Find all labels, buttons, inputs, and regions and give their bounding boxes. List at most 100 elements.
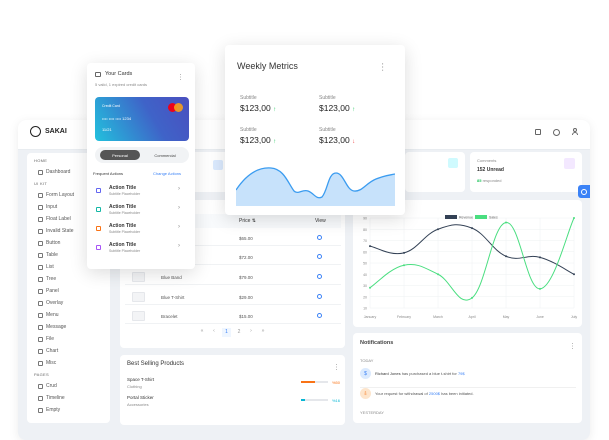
sidebar-item-panel[interactable]: Panel (38, 288, 59, 294)
divider (360, 387, 576, 388)
sidebar-item-table[interactable]: Table (38, 252, 58, 258)
price-header[interactable]: Price ⇅ (239, 218, 256, 224)
your-cards-card: Your Cards … 5 valid, 1 expired credit c… (87, 63, 195, 269)
data-point-revenue[interactable] (573, 273, 575, 276)
chevron-right-icon: › (178, 186, 180, 192)
today-label: TODAY (360, 358, 374, 363)
next-page-button[interactable]: › (250, 328, 252, 334)
y-tick-label: 40 (363, 273, 367, 277)
action-item[interactable]: Action Title Subtitle Placeholder › (87, 184, 195, 200)
data-point-revenue[interactable] (437, 228, 439, 231)
data-point-revenue[interactable] (505, 255, 507, 258)
more-menu-icon[interactable]: … (379, 62, 390, 71)
data-point-sales[interactable] (539, 287, 541, 290)
x-tick-label: January (364, 315, 377, 319)
data-point-sales[interactable] (573, 217, 575, 219)
page-1-button[interactable]: 1 (222, 328, 231, 337)
sidebar-item-form-layout[interactable]: Form Layout (38, 192, 74, 198)
notification-message: Your request for withdrawal of (375, 391, 429, 396)
product-category: Clothing (127, 384, 142, 389)
data-point-revenue[interactable] (403, 251, 405, 254)
sidebar-item-misc[interactable]: Misc (38, 360, 56, 366)
sidebar-item-list[interactable]: List (38, 264, 54, 270)
page-2-button[interactable]: 2 (237, 329, 241, 335)
tab-personal[interactable]: Personal (100, 150, 140, 160)
table-row: Blue T-Shirt $29.00 (120, 292, 345, 303)
data-point-revenue[interactable] (369, 245, 371, 248)
search-icon[interactable] (317, 294, 322, 299)
data-point-revenue[interactable] (539, 256, 541, 259)
more-menu-icon[interactable]: … (334, 363, 343, 370)
search-icon[interactable] (317, 313, 322, 318)
sidebar-item-button[interactable]: Button (38, 240, 60, 246)
search-icon[interactable] (317, 235, 322, 240)
x-tick-label: May (503, 315, 510, 319)
action-item[interactable]: Action Title Subtitle Placeholder › (87, 222, 195, 238)
logo-text: SAKAI (45, 128, 67, 135)
legend-label[interactable]: Revenue (459, 216, 473, 220)
more-menu-icon[interactable]: … (178, 73, 187, 80)
x-tick-label: March (433, 315, 443, 319)
data-point-revenue[interactable] (471, 227, 473, 230)
sidebar-item-overlay[interactable]: Overlay (38, 300, 63, 306)
sidebar-item-label: Misc (46, 360, 57, 366)
dollar-icon: $ (360, 368, 371, 379)
sidebar-item-crud[interactable]: Crud (38, 383, 57, 389)
tab-commercial[interactable]: Commercial (154, 152, 176, 158)
sidebar-item-invalid-state[interactable]: Invalid State (38, 228, 74, 234)
timeline-icon (38, 395, 43, 401)
search-icon[interactable] (317, 274, 322, 279)
form-layout-icon (38, 192, 43, 198)
logo: SAKAI (30, 126, 67, 137)
sidebar-item-empty[interactable]: Empty (38, 407, 60, 413)
change-actions-link[interactable]: Change Actions (153, 171, 182, 176)
data-point-sales[interactable] (471, 296, 473, 299)
responded-count: 85 (477, 178, 482, 183)
action-item[interactable]: Action Title Subtitle Placeholder › (87, 203, 195, 219)
search-icon[interactable] (317, 254, 322, 259)
sidebar-item-label: Float Label (46, 216, 71, 222)
user-icon[interactable] (572, 128, 578, 136)
notification-amount[interactable]: 79$ (457, 371, 465, 376)
sidebar-item-label: Overlay (46, 300, 64, 306)
y-tick-label: 30 (363, 284, 367, 288)
sidebar-item-tree[interactable]: Tree (38, 276, 56, 282)
notification-amount[interactable]: 2500$ (428, 391, 441, 396)
data-point-sales[interactable] (403, 264, 405, 267)
config-button[interactable] (578, 185, 590, 198)
action-title: Action Title (109, 185, 137, 191)
calendar-icon[interactable] (535, 129, 541, 135)
notification-text: Richard Jones has purchased a blue t-shi… (375, 371, 465, 376)
sidebar-item-label: File (46, 336, 55, 342)
sidebar-item-message[interactable]: Message (38, 324, 66, 330)
prev-page-button[interactable]: ‹ (213, 328, 215, 334)
legend-label[interactable]: Sales (489, 216, 498, 220)
data-point-sales[interactable] (369, 286, 371, 289)
sidebar-item-dashboard[interactable]: Dashboard (38, 169, 70, 175)
credit-card[interactable]: Credit Card •••• •••• •••• 1234 11/21 (95, 97, 189, 141)
legend-swatch[interactable] (475, 215, 487, 219)
sidebar-item-chart[interactable]: Chart (38, 348, 58, 354)
metric: $123,00 ↓ (319, 135, 355, 145)
sidebar-item-menu[interactable]: Menu (38, 312, 59, 318)
product-price: $72.00 (239, 255, 253, 260)
last-page-button[interactable]: » (261, 328, 265, 334)
sidebar-item-input[interactable]: Input (38, 204, 57, 210)
y-tick-label: 60 (363, 250, 367, 254)
data-point-sales[interactable] (437, 273, 439, 276)
sidebar-item-label: Message (46, 324, 67, 330)
sidebar-item-file[interactable]: File (38, 336, 54, 342)
more-menu-icon[interactable]: … (570, 342, 579, 349)
pagination: « ‹ 1 2 › » (120, 328, 345, 337)
data-point-sales[interactable] (505, 221, 507, 224)
settings-icon[interactable] (553, 129, 560, 136)
first-page-button[interactable]: « (200, 328, 204, 334)
sidebar-item-timeline[interactable]: Timeline (38, 395, 65, 401)
logo-icon (30, 126, 41, 137)
overlay-icon (38, 300, 43, 306)
notification-message: has purchased a blue t-shirt for (400, 371, 458, 376)
action-item[interactable]: Action Title Subtitle Placeholder › (87, 241, 195, 257)
sidebar-item-float-label[interactable]: Float Label (38, 216, 71, 222)
area-line (236, 167, 395, 199)
legend-swatch[interactable] (445, 215, 457, 219)
